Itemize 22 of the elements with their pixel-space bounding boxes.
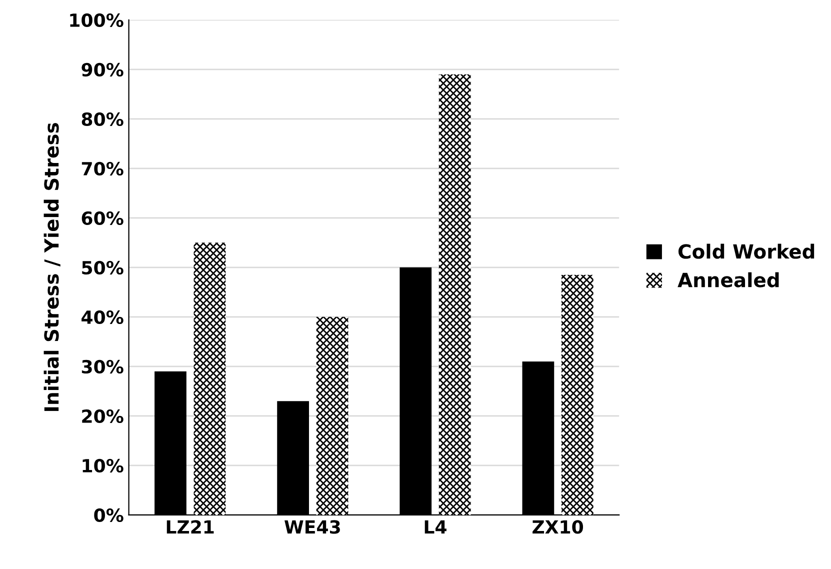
x-tick-label: WE43 [284, 520, 340, 534]
bar [194, 242, 226, 515]
y-tick-label: 20% [82, 409, 124, 424]
y-tick-label: 40% [82, 310, 124, 324]
bar [561, 274, 594, 515]
y-tick-label: 30% [82, 360, 124, 374]
y-tick-label: 50% [82, 260, 124, 275]
y-axis-title: Initial Stress / Yield Stress [44, 123, 60, 411]
y-tick-label: 70% [82, 162, 124, 176]
bar [438, 74, 471, 515]
y-tick-label: 80% [82, 112, 124, 126]
legend-label: Cold Worked [678, 244, 814, 259]
bar [316, 316, 348, 515]
y-tick-label: 10% [82, 458, 124, 473]
y-tick-label: 90% [82, 62, 124, 77]
y-tick-label: 100% [70, 13, 124, 28]
x-tick-label: LZ21 [166, 520, 214, 534]
legend-label: Annealed [678, 272, 779, 288]
y-tick-label: 60% [82, 211, 124, 226]
x-tick-label: ZX10 [532, 520, 584, 534]
y-tick-label: 0% [94, 508, 124, 522]
x-tick-label: L4 [424, 520, 446, 534]
